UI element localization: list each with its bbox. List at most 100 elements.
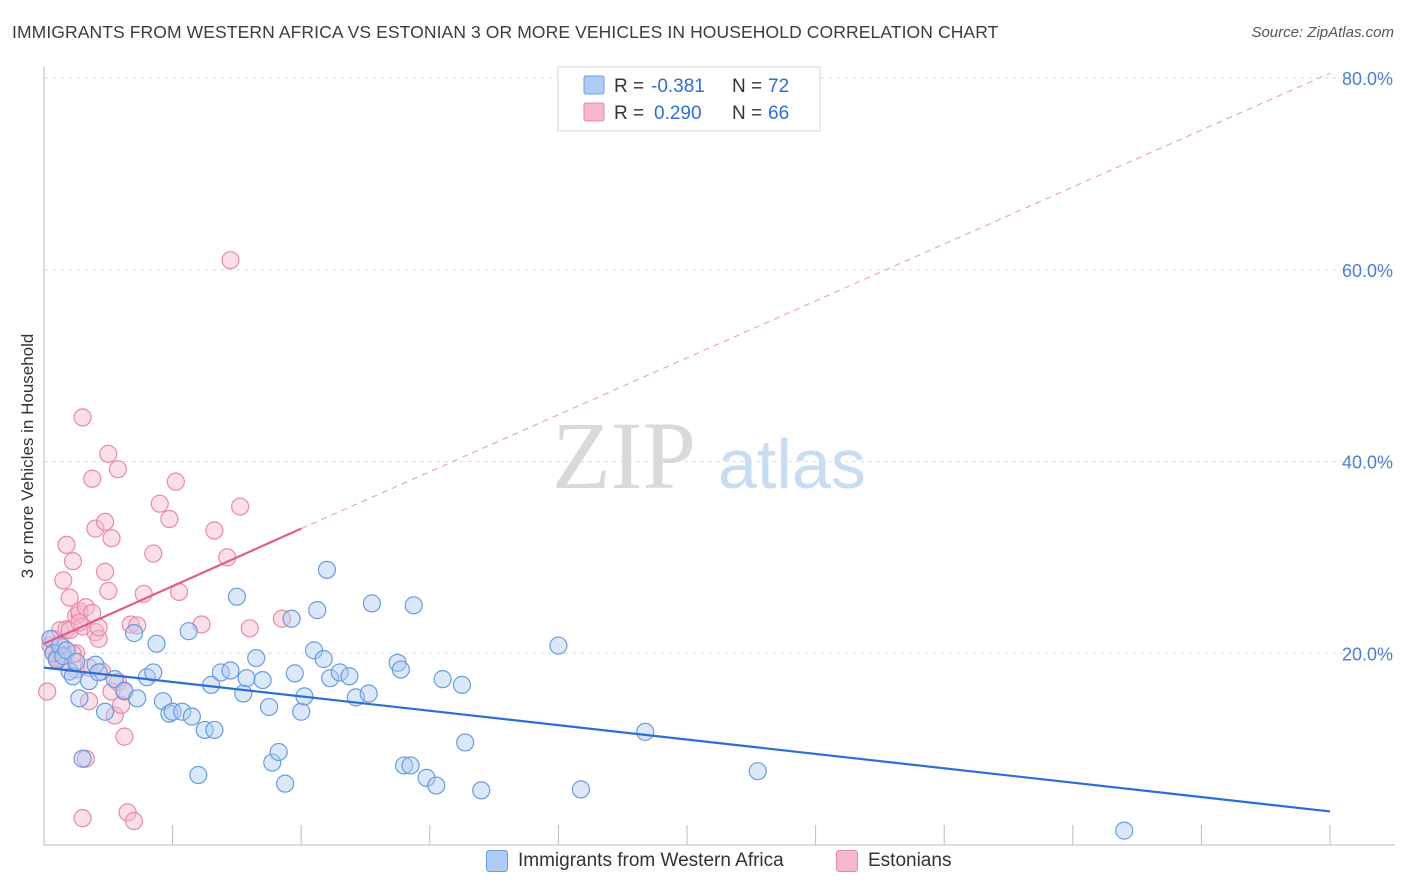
point-estonians	[144, 544, 163, 563]
point-western-africa	[221, 661, 240, 680]
point-estonians	[63, 552, 83, 571]
point-western-africa	[401, 756, 420, 775]
point-estonians	[112, 695, 131, 715]
bottom-legend-label-estonians: Estonians	[868, 850, 952, 871]
point-western-africa	[73, 749, 92, 768]
point-estonians	[54, 571, 73, 590]
point-western-africa	[182, 707, 201, 726]
point-western-africa	[472, 781, 491, 800]
point-estonians	[95, 562, 115, 581]
tick-labels: 20.0%40.0%60.0%80.0%0.0%40.0%	[1342, 69, 1393, 664]
bottom-legend: Immigrants from Western Africa Estonians	[0, 850, 1406, 880]
point-western-africa	[748, 762, 767, 781]
source-label: Source: ZipAtlas.com	[1251, 24, 1394, 41]
point-western-africa	[247, 648, 266, 668]
point-western-africa	[237, 669, 256, 688]
bottom-legend-swatch-pink	[836, 850, 858, 872]
point-estonians	[60, 588, 79, 607]
point-western-africa	[292, 702, 311, 721]
point-western-africa	[163, 702, 182, 721]
point-estonians	[115, 727, 134, 746]
point-western-africa	[321, 669, 340, 688]
point-western-africa	[179, 622, 198, 641]
point-estonians	[166, 472, 185, 491]
point-estonians	[83, 469, 102, 488]
point-western-africa	[276, 774, 295, 793]
point-western-africa	[362, 594, 382, 613]
estonians-points	[38, 251, 292, 831]
point-western-africa	[285, 664, 304, 683]
point-western-africa	[253, 670, 272, 690]
point-western-africa	[456, 733, 475, 752]
point-estonians	[221, 251, 240, 270]
point-estonians	[95, 512, 115, 532]
point-estonians	[231, 497, 250, 516]
point-western-africa	[234, 684, 253, 703]
point-western-africa	[227, 587, 246, 606]
point-estonians	[160, 509, 179, 529]
trend-lines	[43, 72, 1331, 813]
point-western-africa	[147, 634, 166, 653]
point-western-africa	[404, 596, 423, 615]
legend-r-value-pink: 0.290	[654, 103, 702, 124]
legend-r-label-pink: R =	[614, 103, 644, 124]
point-estonians	[99, 581, 118, 601]
grid	[44, 77, 1395, 654]
legend-r-label-blue: R =	[614, 76, 644, 97]
axes	[43, 66, 1395, 846]
legend-n-label-pink: N =	[732, 103, 762, 124]
point-estonians	[108, 460, 128, 479]
point-western-africa	[330, 663, 349, 682]
point-estonians	[124, 811, 144, 831]
point-western-africa	[189, 765, 208, 785]
point-western-africa	[269, 742, 288, 762]
point-estonians	[99, 444, 118, 463]
bottom-legend-swatch-blue	[486, 850, 508, 872]
point-estonians	[102, 529, 121, 548]
point-western-africa	[195, 720, 214, 740]
legend-r-value-blue: -0.381	[651, 76, 705, 97]
legend-n-label-blue: N =	[732, 76, 762, 97]
bottom-legend-item-estonians: Estonians	[836, 850, 951, 872]
point-estonians	[240, 619, 259, 638]
scatter-chart: ZIP atlas 20.0%40.0%60.0%80.0%0.0%40.0% …	[38, 66, 1395, 846]
point-western-africa	[67, 652, 86, 671]
point-western-africa	[259, 697, 279, 717]
point-western-africa	[417, 768, 436, 787]
point-western-africa	[340, 667, 359, 686]
point-western-africa	[359, 684, 378, 703]
point-estonians	[105, 706, 124, 725]
y-tick-label: 60.0%	[1342, 261, 1393, 281]
trend-line-western-africa	[43, 666, 1331, 813]
y-tick-label: 80.0%	[1342, 69, 1393, 89]
point-western-africa	[427, 776, 446, 795]
legend-n-value-pink: 66	[768, 103, 789, 124]
point-western-africa	[391, 660, 410, 679]
legend-n-value-blue: 72	[768, 76, 789, 97]
point-western-africa	[124, 624, 144, 643]
point-western-africa	[205, 720, 224, 740]
point-estonians	[57, 535, 76, 555]
point-estonians	[73, 809, 92, 828]
watermark: ZIP atlas	[552, 402, 866, 509]
point-western-africa	[173, 702, 192, 721]
point-western-africa	[1115, 821, 1134, 840]
point-western-africa	[571, 780, 591, 799]
point-western-africa	[70, 689, 89, 708]
point-western-africa	[128, 689, 147, 708]
y-tick-label: 40.0%	[1342, 453, 1393, 473]
point-western-africa	[433, 670, 452, 689]
point-western-africa	[317, 560, 337, 579]
western-africa-points	[41, 560, 1134, 840]
watermark-atlas: atlas	[718, 425, 866, 503]
point-estonians	[73, 408, 92, 427]
point-estonians	[150, 494, 169, 513]
point-western-africa	[282, 609, 301, 628]
point-estonians	[205, 521, 224, 540]
point-western-africa	[452, 675, 472, 694]
point-western-africa	[549, 636, 568, 655]
trend-line-estonians-extrapolated	[300, 72, 1331, 530]
chart-title: IMMIGRANTS FROM WESTERN AFRICA VS ESTONI…	[12, 22, 999, 42]
point-western-africa	[394, 756, 414, 775]
point-estonians	[86, 519, 105, 538]
